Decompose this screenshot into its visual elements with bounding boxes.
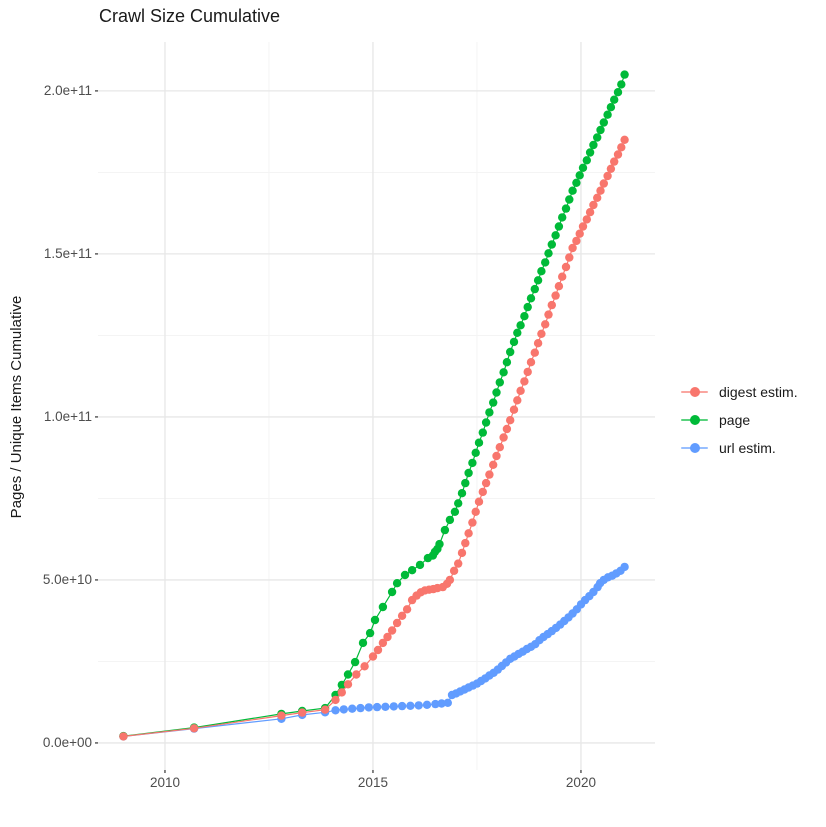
y-axis-tick-label: 5.0e+10 [42,571,92,587]
y-axis-tick-label: 1.5e+11 [43,245,92,261]
y-axis-tick-label: 0.0e+00 [42,734,92,750]
legend-key-digest-estim [681,387,708,397]
legend-label: page [719,412,751,428]
legend-dot-icon [690,443,700,453]
y-axis-tick-label: 2.0e+11 [43,82,92,98]
x-axis-tick-label: 2015 [357,775,388,790]
legend-dot-icon [690,415,700,425]
y-axis-tick-label: 1.0e+11 [43,408,92,424]
legend: digest estim. page url estim. [681,378,798,462]
legend-key-url-estim [681,443,708,453]
x-axis-tick-label: 2020 [565,775,596,790]
legend-item-page: page [681,406,798,434]
x-axis-tick-label: 2010 [149,775,180,790]
legend-dot-icon [690,387,700,397]
legend-item-url-estim: url estim. [681,434,798,462]
legend-label: digest estim. [719,384,798,400]
legend-key-page [681,415,708,425]
chart-title: Crawl Size Cumulative [99,6,281,26]
legend-label: url estim. [719,440,776,456]
legend-item-digest-estim: digest estim. [681,378,798,406]
